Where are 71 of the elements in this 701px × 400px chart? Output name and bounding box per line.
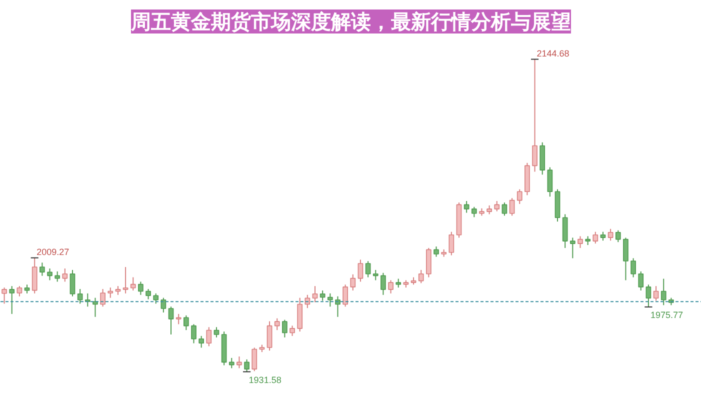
- candlestick: [578, 236, 583, 248]
- candlestick: [660, 278, 666, 306]
- candlestick: [502, 202, 508, 216]
- candlestick: [206, 326, 212, 347]
- candlestick: [494, 200, 500, 212]
- candlestick: [615, 230, 621, 243]
- candlestick: [282, 319, 288, 338]
- annotation: 1975.77: [650, 310, 683, 320]
- candlestick: [32, 257, 38, 294]
- candlestick: [130, 276, 136, 291]
- candlestick: [608, 228, 614, 242]
- candlestick: [40, 262, 45, 276]
- candlestick: [350, 274, 356, 291]
- candlestick: [388, 280, 394, 294]
- candlestick: [290, 325, 295, 336]
- candlestick: [418, 269, 424, 284]
- candlestick: [214, 326, 220, 338]
- candlestick: [122, 266, 128, 294]
- candlestick: [54, 270, 60, 282]
- candlestick: [108, 287, 114, 298]
- candlestick: [266, 320, 272, 352]
- candlestick: [372, 269, 378, 281]
- candlestick: [327, 292, 333, 308]
- candlestick: [471, 206, 477, 218]
- candlestick: [365, 260, 371, 278]
- candlestick: [638, 270, 644, 291]
- candlestick: [509, 198, 515, 216]
- candlestick: [77, 288, 83, 304]
- candlestick: [191, 324, 196, 344]
- candlestick: [47, 268, 52, 281]
- candlestick: [153, 292, 159, 304]
- candlestick: [646, 284, 652, 308]
- candlestick: [380, 272, 386, 296]
- candlestick: [138, 281, 144, 296]
- candlestick: [146, 288, 151, 300]
- candlestick: [244, 358, 250, 372]
- candlestick: [653, 286, 659, 302]
- candlestick: [236, 356, 242, 369]
- candlestick: [516, 188, 522, 204]
- candlestick: [342, 284, 348, 308]
- candlestick: [532, 58, 538, 172]
- candlestick: [168, 306, 174, 335]
- candlestick: [100, 288, 106, 308]
- candlestick: [547, 166, 553, 198]
- candlestick: [592, 231, 598, 244]
- candlestick: [183, 314, 189, 331]
- candlestick: [312, 286, 318, 303]
- candlestick: [198, 335, 204, 348]
- text: 2144.68: [536, 48, 570, 58]
- candlestick: [176, 313, 182, 325]
- candlestick: [358, 259, 364, 282]
- candlestick: [252, 347, 258, 372]
- candlestick: [562, 214, 568, 248]
- candlestick: [70, 269, 76, 297]
- candlestick: [464, 200, 470, 214]
- candlestick: [630, 258, 636, 278]
- candlestick: [623, 237, 628, 281]
- candlestick: [335, 296, 340, 318]
- candlestick: [9, 286, 15, 314]
- candlestick: [274, 318, 280, 331]
- chart-title: 周五黄金期货市场深度解读，最新行情分析与展望: [130, 10, 571, 34]
- text: 1931.58: [248, 374, 282, 385]
- candlestick: [320, 290, 326, 302]
- candlestick: [570, 237, 576, 259]
- annotation: 2009.27: [36, 246, 70, 257]
- candlestick: [2, 287, 7, 304]
- candlestick: [16, 286, 22, 297]
- candlestick: [448, 231, 454, 256]
- candlestick: [62, 268, 68, 282]
- candlestick: [434, 246, 439, 258]
- candlestick: [228, 357, 234, 369]
